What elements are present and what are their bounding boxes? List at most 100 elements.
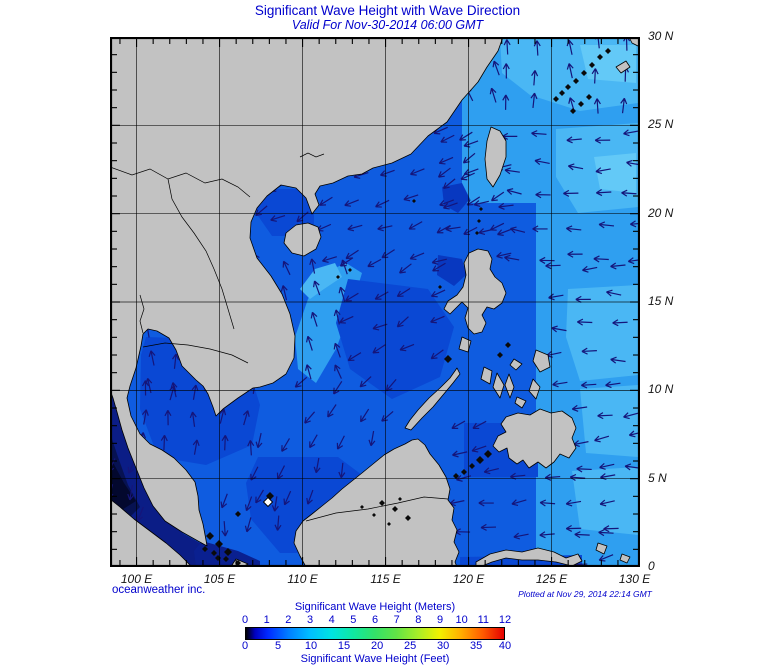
lat-label: 25 N — [648, 117, 674, 132]
wave-arrow — [504, 254, 520, 262]
wave-arrow — [576, 318, 593, 326]
wave-arrow — [603, 525, 619, 533]
wave-arrow — [141, 409, 149, 425]
wave-arrow — [451, 420, 466, 430]
location-marker-diamond — [262, 496, 274, 508]
land-sulawesi — [475, 547, 583, 568]
map-area — [106, 33, 646, 568]
island-speck — [597, 54, 603, 60]
wave-arrow — [375, 199, 390, 208]
wave-arrow — [377, 224, 393, 232]
wave-arrow — [598, 554, 614, 562]
wave-arrow — [255, 432, 263, 449]
wave-arrow — [381, 410, 394, 422]
wave-arrow — [399, 343, 415, 352]
lon-label: 120 E — [452, 572, 485, 586]
lon-label: 130 E — [618, 572, 651, 586]
wave-arrow — [480, 523, 497, 531]
feet-tick: 15 — [337, 640, 351, 652]
wave-arrow — [437, 167, 451, 178]
lat-label: 5 N — [648, 470, 667, 485]
wave-arrow — [221, 521, 229, 537]
land-mindoro — [458, 336, 472, 353]
feet-tick: 20 — [370, 640, 384, 652]
feet-tick: 30 — [436, 640, 450, 652]
meters-tick: 3 — [306, 614, 314, 626]
wave-arrow — [430, 349, 444, 360]
wave-arrow — [282, 260, 291, 276]
wave-arrow — [189, 411, 197, 427]
wave-arrow — [309, 434, 318, 449]
land-samar — [532, 349, 551, 373]
land-morotai — [619, 553, 631, 564]
wave-arrow — [347, 224, 363, 232]
wave-arrow — [491, 191, 505, 202]
wave-arrow — [489, 87, 497, 103]
lon-label: 115 E — [370, 572, 401, 586]
wave-arrow — [591, 68, 599, 84]
wave-arrow — [552, 380, 568, 388]
island-speck — [573, 78, 579, 84]
wave-arrow — [310, 311, 318, 327]
wave-arrow — [539, 531, 555, 539]
wave-arrow — [345, 249, 359, 260]
meters-tick: 6 — [371, 614, 379, 626]
wave-arrow — [506, 188, 522, 195]
wave-arrow — [430, 289, 446, 298]
island-speck — [405, 515, 411, 521]
island-speck — [202, 546, 208, 552]
island-speck — [438, 285, 442, 289]
meters-tick: 7 — [393, 614, 400, 626]
wave-arrow — [440, 134, 455, 143]
island-speck — [578, 101, 584, 107]
meters-tick: 12 — [498, 614, 512, 626]
wave-arrow — [304, 411, 316, 424]
wave-arrow — [478, 499, 494, 507]
chart-title: Significant Wave Height with Wave Direct… — [254, 3, 521, 18]
island-speck — [379, 500, 385, 506]
island-speck — [206, 532, 214, 540]
wave-arrow — [545, 262, 561, 270]
wave-arrow — [436, 224, 451, 234]
wave-arrow — [438, 156, 454, 165]
land-masbate — [509, 358, 523, 371]
wave-arrow — [442, 178, 456, 189]
wave-arrow — [304, 364, 312, 380]
wave-arrow — [503, 39, 511, 55]
wave-arrow — [141, 380, 150, 396]
wave-arrow — [610, 356, 626, 364]
island-speck — [476, 456, 484, 464]
land-halmahera — [595, 542, 608, 555]
island-speck — [360, 505, 364, 509]
wave-arrow — [567, 163, 584, 171]
wave-arrow — [431, 258, 447, 265]
wave-arrow — [244, 517, 252, 533]
wave-arrow — [623, 129, 639, 137]
wave-arrow — [492, 60, 500, 76]
island-speck — [605, 48, 611, 54]
lat-label: 20 N — [648, 205, 674, 220]
wave-arrow — [160, 434, 168, 451]
wave-arrow — [605, 381, 621, 389]
wave-arrow — [612, 319, 628, 327]
island-speck — [223, 556, 229, 562]
wave-arrow — [463, 140, 479, 148]
meters-tick: 2 — [285, 614, 292, 626]
feet-tick: 35 — [470, 640, 483, 652]
lat-label: 30 N — [648, 29, 674, 43]
wave-arrow — [313, 280, 321, 296]
wave-arrow — [463, 168, 479, 176]
wave-arrow — [595, 167, 611, 175]
wave-arrow — [533, 40, 541, 56]
island-speck — [224, 548, 232, 556]
wave-arrow — [127, 485, 135, 501]
lat-label: 15 N — [648, 294, 674, 308]
wave-arrow — [271, 496, 279, 512]
degree-ticks — [112, 39, 638, 565]
feet-tick: 10 — [304, 640, 318, 652]
wave-arrow — [471, 445, 487, 453]
wave-arrow — [473, 200, 489, 207]
wave-arrow — [219, 408, 227, 424]
wave-arrow — [576, 465, 592, 473]
